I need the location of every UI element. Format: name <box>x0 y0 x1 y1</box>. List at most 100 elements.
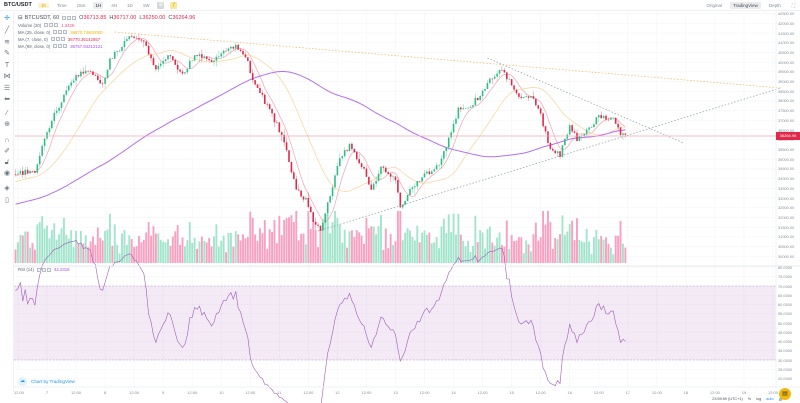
candle-body <box>614 117 617 124</box>
candle-body <box>201 54 203 58</box>
symbol-label[interactable]: BTC/USDT <box>4 2 32 8</box>
settings-icon[interactable]: ⚙ <box>157 1 165 9</box>
ma25-eye[interactable] <box>53 30 58 34</box>
ma7-settings[interactable] <box>55 37 60 41</box>
layers-icon[interactable]: ◈ <box>4 185 10 192</box>
ma25-settings[interactable] <box>58 30 63 34</box>
volume-bar <box>525 240 528 263</box>
volume-bar <box>70 230 73 263</box>
rsi-close[interactable] <box>47 267 51 272</box>
tradingview-credit[interactable]: ☁ Chart by TradingView <box>18 377 75 386</box>
ma99-eye[interactable] <box>53 44 58 48</box>
candle-body <box>329 196 331 203</box>
crosshair-icon[interactable]: ✛ <box>4 15 10 22</box>
chart-type-dropdown[interactable]: 1h <box>37 2 49 8</box>
legend-volume: Volume (20) 1.342K <box>18 23 75 28</box>
volume-bar <box>133 246 136 263</box>
low-label: L <box>139 15 143 21</box>
rsi-tick: 60.0000 <box>778 302 793 307</box>
collapse-icon[interactable]: ⊟ <box>18 15 23 21</box>
ma7-close[interactable] <box>60 37 65 41</box>
candle-body <box>121 46 123 51</box>
close-toggle[interactable] <box>72 16 77 20</box>
candle-body <box>147 45 150 55</box>
log-toggle[interactable]: log <box>756 397 762 401</box>
gear-icon[interactable]: ⚙ <box>778 398 782 402</box>
candle-body <box>237 44 239 50</box>
volume-bar <box>77 243 80 263</box>
candle-body <box>476 97 479 101</box>
candle-body <box>138 38 140 40</box>
candle-body <box>152 58 155 66</box>
back-arrow-icon[interactable]: ⬅ <box>4 96 10 103</box>
volume-bar <box>290 215 293 263</box>
lock-icon[interactable]: 🔓︎ <box>4 159 10 166</box>
ruler-icon[interactable]: ⁄ <box>6 110 8 117</box>
fib-icon[interactable]: ≋ <box>4 39 10 46</box>
zoom-icon[interactable]: ⊕ <box>4 121 10 128</box>
candle-body <box>172 56 174 60</box>
brush-icon[interactable]: ✎ <box>4 50 10 57</box>
tab-tradingview[interactable]: TradingView <box>730 2 761 9</box>
ma7-eye[interactable] <box>50 37 55 41</box>
candle-body <box>503 70 506 73</box>
chart-settings-button[interactable]: ▤ <box>779 388 791 400</box>
interval-1d[interactable]: 1D <box>126 2 133 8</box>
rsi-settings[interactable] <box>42 267 46 272</box>
credit-text[interactable]: Chart by TradingView <box>31 379 75 384</box>
candle-body <box>399 192 402 208</box>
eye-icon[interactable]: ◉ <box>3 170 11 177</box>
pattern-icon[interactable]: ⋈ <box>3 73 11 80</box>
settings-toggle[interactable] <box>67 16 72 20</box>
time-button[interactable]: Time <box>56 2 67 8</box>
volume-close[interactable] <box>54 23 59 27</box>
candle-body <box>414 186 416 188</box>
lock-drawing-icon[interactable]: ✐ <box>4 148 10 155</box>
ma99-settings[interactable] <box>58 44 63 48</box>
eye-toggle[interactable] <box>62 16 67 20</box>
candle-body <box>551 148 554 151</box>
interval-1h[interactable]: 1H <box>93 1 104 9</box>
rsi-eye[interactable] <box>37 267 41 272</box>
ma25-close[interactable] <box>63 30 68 34</box>
drawing-toolbar: ✛ ╱ ≋ ✎ T ⋈ ☰ ⬅ ⁄ ⊕ ∩ ✐ 🔓︎ ◉ ◈ ▯ <box>0 12 14 392</box>
volume-bar <box>549 222 552 263</box>
candle-body <box>36 164 39 173</box>
prediction-icon[interactable]: ☰ <box>3 85 11 92</box>
volume-bar <box>619 221 622 263</box>
text-icon[interactable]: T <box>4 62 10 69</box>
volume-eye[interactable] <box>44 23 49 27</box>
interval-1w[interactable]: 1W <box>142 2 150 8</box>
volume-bar <box>602 239 605 263</box>
candle-body <box>239 49 242 51</box>
trash-icon[interactable]: ▯ <box>5 197 9 204</box>
volume-settings[interactable] <box>49 23 54 27</box>
candle-body <box>46 132 48 139</box>
candle-body <box>493 76 496 79</box>
trend-line-icon[interactable]: ╱ <box>4 27 10 34</box>
candle-body <box>234 44 237 49</box>
fullscreen-icon[interactable]: ⛶ <box>791 3 795 8</box>
auto-toggle[interactable]: auto <box>766 397 774 401</box>
volume-bar <box>360 235 363 263</box>
candle-body <box>97 75 99 80</box>
percent-toggle[interactable]: % <box>747 397 752 401</box>
candle-body <box>256 84 259 88</box>
candle-body <box>568 125 571 135</box>
tab-depth[interactable]: Depth <box>768 3 781 8</box>
ma99-close[interactable] <box>63 44 68 48</box>
volume-bar <box>394 241 397 263</box>
interval-4h[interactable]: 4H <box>111 2 117 8</box>
volume-bar <box>108 213 111 263</box>
open-value: 36713.85 <box>83 15 107 21</box>
tab-original[interactable]: Original <box>706 3 723 8</box>
candle-body <box>612 117 615 119</box>
magnet-icon[interactable]: ∩ <box>4 137 10 144</box>
interval-15m[interactable]: 15m <box>76 2 86 8</box>
volume-bar <box>130 239 133 263</box>
indicators-icon[interactable]: ƒ <box>170 1 178 9</box>
candle-body <box>518 93 520 97</box>
time-tick: 9 <box>162 390 165 395</box>
price-tick: 36000.00 <box>778 137 795 143</box>
